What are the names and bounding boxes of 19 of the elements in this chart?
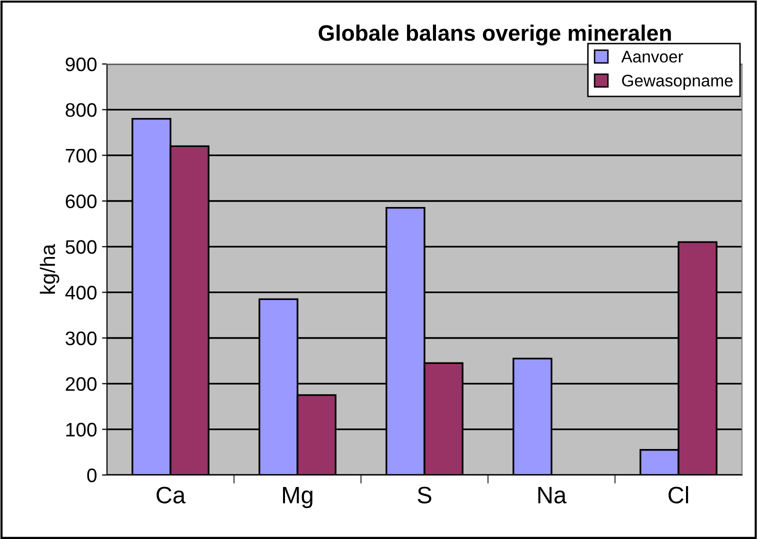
- y-tick-label: 700: [66, 148, 97, 163]
- x-tick-label: Na: [538, 486, 567, 504]
- y-axis-title: kg/ha: [40, 244, 60, 294]
- x-tick-label: S: [418, 486, 432, 504]
- y-tick-label: 900: [66, 57, 97, 72]
- y-tick-label: 500: [66, 240, 97, 254]
- y-tick-label: 200: [66, 377, 97, 391]
- y-tick-label: 0: [87, 468, 97, 482]
- legend-label: Gewasopname: [622, 74, 733, 90]
- y-tick-label: 100: [66, 422, 97, 437]
- y-tick-label: 400: [65, 286, 97, 300]
- x-tick-label: Ca: [156, 486, 186, 504]
- x-tick-label: Mg: [283, 486, 312, 508]
- legend-label: Aanvoer: [621, 50, 684, 63]
- chart-title: Globale balans overige mineralen: [318, 24, 671, 46]
- y-tick-label: 300: [66, 331, 97, 346]
- y-tick-label: 600: [66, 194, 97, 208]
- x-tick-label: Cl: [668, 486, 688, 504]
- y-tick-label: 800: [66, 103, 97, 117]
